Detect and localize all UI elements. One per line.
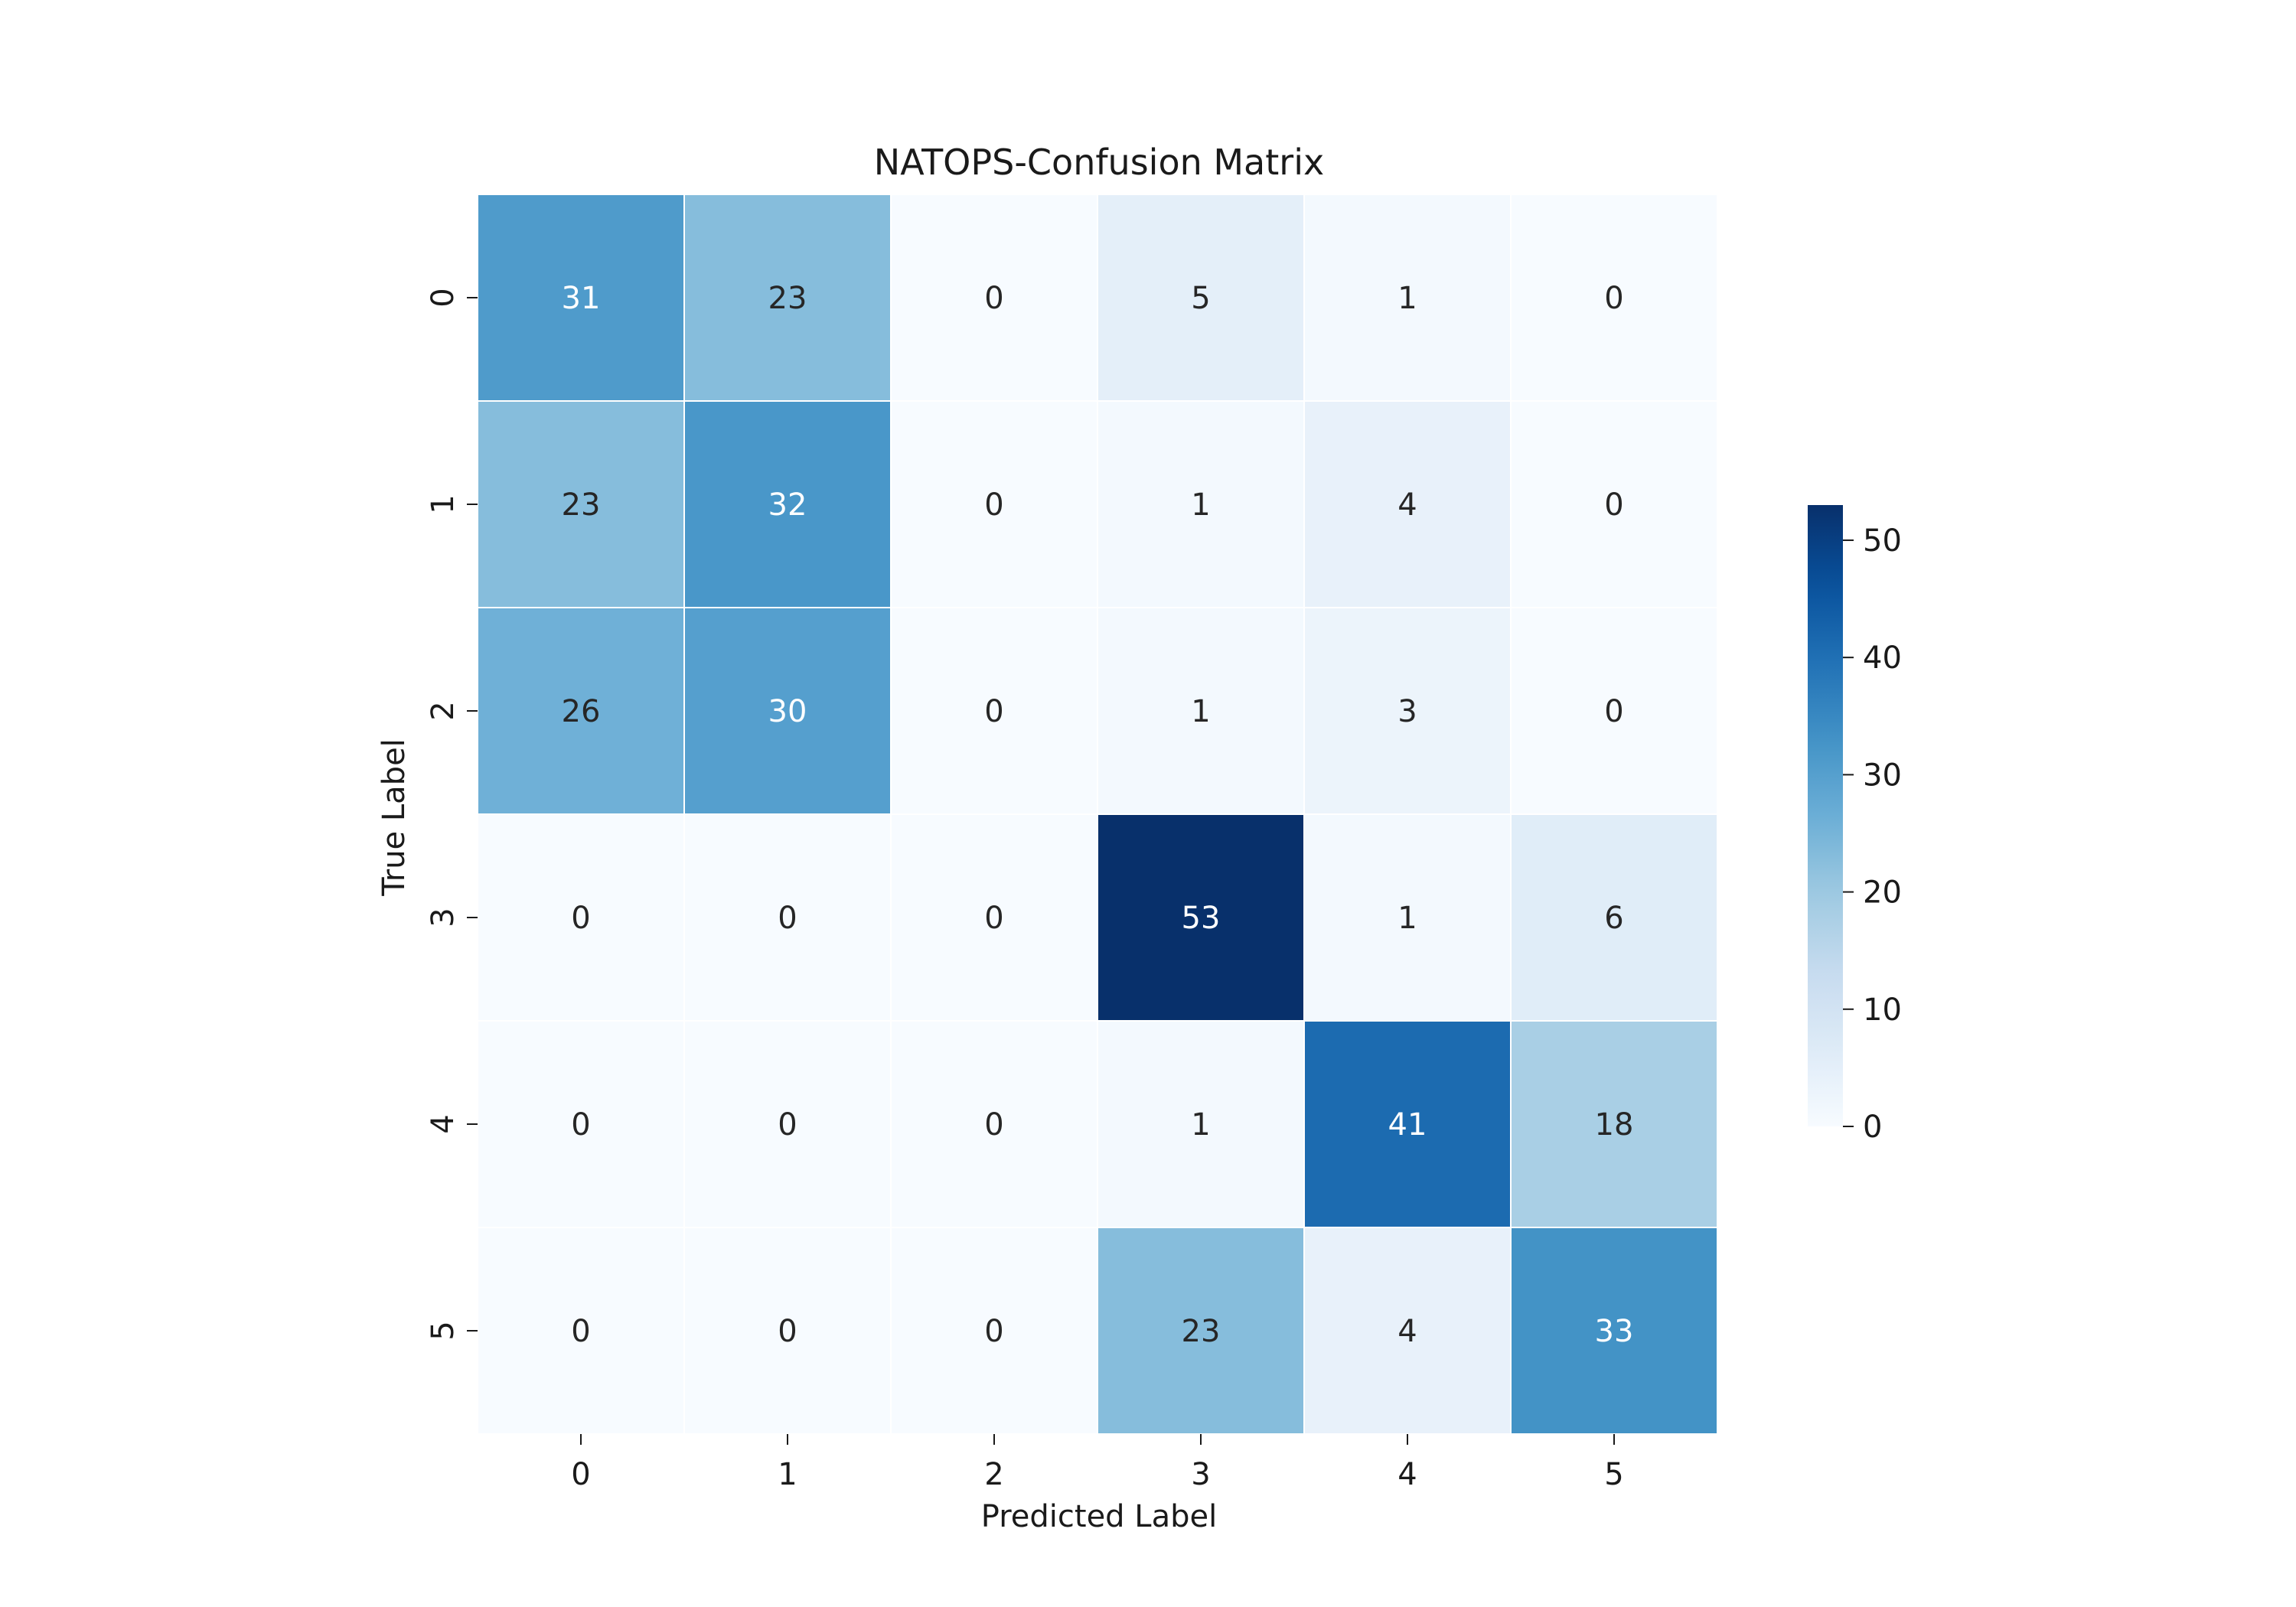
cell-value-label-1-2: 0 (984, 487, 1003, 523)
chart-title: NATOPS-Confusion Matrix (874, 142, 1324, 183)
cell-value-label-0-4: 1 (1397, 281, 1417, 316)
heatmap-cell-5-3 (1097, 1227, 1305, 1435)
heatmap-cell-5-5 (1510, 1227, 1718, 1435)
cell-value-label-3-3: 53 (1182, 901, 1221, 936)
y-tick-label-1: 1 (426, 494, 461, 513)
cell-value-label-4-3: 1 (1191, 1107, 1210, 1143)
cell-value-label-0-0: 31 (562, 281, 601, 316)
cell-value-label-1-4: 4 (1397, 487, 1417, 523)
x-tick-label-2: 2 (984, 1457, 1003, 1492)
x-axis-ticks: 0 1 2 3 4 5 (571, 1434, 1624, 1492)
heatmap-cells: 31 23 0 5 1 023 32 0 1 4 026 30 0 1 3 00 0 0 53 1 60 0 0 1 41 180… (477, 194, 1718, 1435)
heatmap-cell-0-3 (1097, 194, 1305, 402)
cell-value-label-4-2: 0 (984, 1107, 1003, 1143)
heatmap-cell-4-3 (1097, 1020, 1305, 1228)
cell-value-label-4-5: 18 (1595, 1107, 1634, 1143)
cell-value-label-4-4: 41 (1388, 1107, 1427, 1143)
cell-value-label-5-2: 0 (984, 1314, 1003, 1349)
x-tick-label-0: 0 (571, 1457, 590, 1492)
heatmap-cell-1-1 (683, 400, 892, 608)
colorbar-tick-label-1: 10 (1863, 993, 1902, 1028)
cell-value-label-4-0: 0 (571, 1107, 590, 1143)
heatmap-cell-0-2 (890, 194, 1098, 402)
cell-value-label-2-4: 3 (1397, 694, 1417, 729)
cell-value-label-5-4: 4 (1397, 1314, 1417, 1349)
y-tick-label-4: 4 (426, 1114, 461, 1133)
heatmap-cell-2-5 (1510, 607, 1718, 815)
y-tick-label-0: 0 (426, 288, 461, 307)
cell-value-label-3-5: 6 (1604, 901, 1623, 936)
cell-value-label-5-0: 0 (571, 1314, 590, 1349)
heatmap-cell-4-5 (1510, 1020, 1718, 1228)
heatmap-cell-2-1 (683, 607, 892, 815)
heatmap-cell-3-2 (890, 813, 1098, 1022)
x-axis-label: Predicted Label (981, 1499, 1217, 1534)
colorbar-gradient (1808, 505, 1843, 1126)
heatmap-cell-4-4 (1303, 1020, 1512, 1228)
y-axis-label: True Label (377, 738, 412, 897)
heatmap-cell-2-3 (1097, 607, 1305, 815)
y-axis-ticks: 0 1 2 3 4 5 (426, 288, 478, 1341)
cell-value-label-4-1: 0 (778, 1107, 797, 1143)
heatmap-cell-2-0 (477, 607, 685, 815)
heatmap-cell-0-4 (1303, 194, 1512, 402)
colorbar-tick-label-4: 40 (1863, 641, 1902, 676)
heatmap-cell-3-5 (1510, 813, 1718, 1022)
heatmap-cell-3-3 (1097, 813, 1305, 1022)
heatmap-cell-5-0 (477, 1227, 685, 1435)
cell-value-label-1-0: 23 (562, 487, 601, 523)
colorbar-tick-label-5: 50 (1863, 523, 1902, 559)
cell-value-label-3-1: 0 (778, 901, 797, 936)
heatmap-cell-4-0 (477, 1020, 685, 1228)
cell-value-label-3-0: 0 (571, 901, 590, 936)
heatmap-cell-0-0 (477, 194, 685, 402)
cell-value-label-0-5: 0 (1604, 281, 1623, 316)
heatmap-cell-2-2 (890, 607, 1098, 815)
y-tick-label-5: 5 (426, 1321, 461, 1340)
cell-value-label-0-1: 23 (768, 281, 807, 316)
cell-value-label-3-4: 1 (1397, 901, 1417, 936)
heatmap-cell-3-4 (1303, 813, 1512, 1022)
cell-value-label-5-5: 33 (1595, 1314, 1634, 1349)
cell-value-label-2-5: 0 (1604, 694, 1623, 729)
heatmap-cell-5-4 (1303, 1227, 1512, 1435)
cell-value-label-2-2: 0 (984, 694, 1003, 729)
cell-value-label-2-0: 26 (562, 694, 601, 729)
heatmap-cell-1-5 (1510, 400, 1718, 608)
heatmap-cell-4-2 (890, 1020, 1098, 1228)
cell-value-label-1-5: 0 (1604, 487, 1623, 523)
x-tick-label-5: 5 (1604, 1457, 1623, 1492)
x-tick-label-1: 1 (778, 1457, 797, 1492)
heatmap-cell-0-1 (683, 194, 892, 402)
colorbar-tick-label-2: 20 (1863, 875, 1902, 911)
cell-value-label-5-3: 23 (1182, 1314, 1221, 1349)
cell-value-label-5-1: 0 (778, 1314, 797, 1349)
heatmap-cell-3-0 (477, 813, 685, 1022)
colorbar-tick-label-0: 0 (1863, 1110, 1882, 1145)
cell-value-label-2-1: 30 (768, 694, 807, 729)
cell-value-label-2-3: 1 (1191, 694, 1210, 729)
heatmap-cell-0-5 (1510, 194, 1718, 402)
cell-value-label-1-1: 32 (768, 487, 807, 523)
heatmap-cell-3-1 (683, 813, 892, 1022)
cell-value-label-1-3: 1 (1191, 487, 1210, 523)
x-tick-label-3: 3 (1191, 1457, 1210, 1492)
x-tick-label-4: 4 (1397, 1457, 1417, 1492)
heatmap-cell-2-4 (1303, 607, 1512, 815)
heatmap-cell-1-3 (1097, 400, 1305, 608)
y-tick-label-2: 2 (426, 701, 461, 720)
cell-value-label-0-2: 0 (984, 281, 1003, 316)
colorbar-tick-label-3: 30 (1863, 758, 1902, 793)
colorbar: 0 10 20 30 40 50 (1808, 505, 1902, 1145)
cell-value-label-0-3: 5 (1191, 281, 1210, 316)
y-tick-label-3: 3 (426, 908, 461, 927)
cell-value-label-3-2: 0 (984, 901, 1003, 936)
